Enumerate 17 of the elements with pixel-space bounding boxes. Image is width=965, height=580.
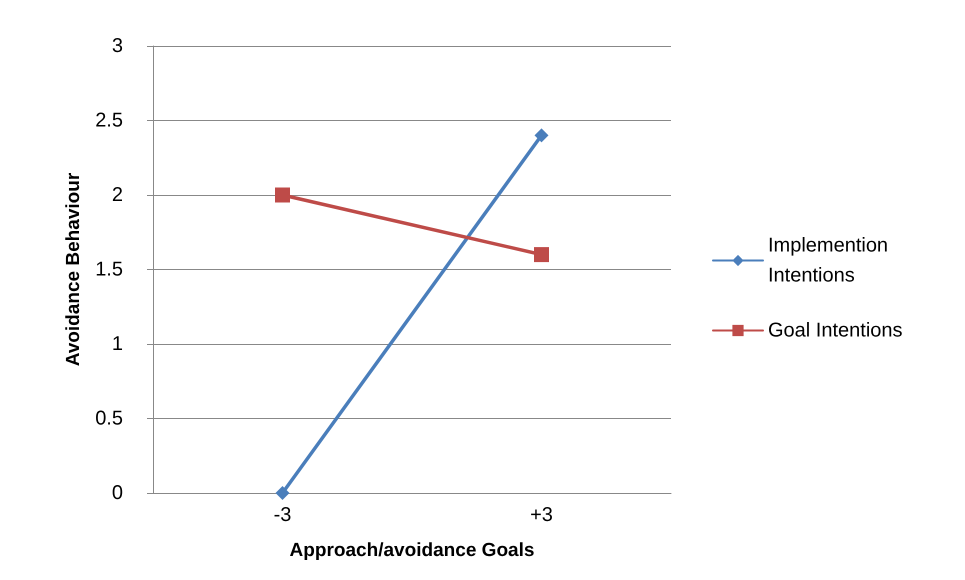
point — [534, 128, 548, 142]
x-tick-label: -3 — [274, 504, 292, 526]
y-tick-label: 1.5 — [95, 258, 123, 280]
y-tick-label: 3 — [112, 35, 123, 57]
y-axis-title: Avoidance Behaviour — [63, 172, 84, 366]
point — [276, 486, 290, 500]
y-tick-label: 2.5 — [95, 110, 123, 132]
y-tick-label: 0.5 — [95, 408, 123, 430]
y-tick-label: 1 — [112, 333, 123, 355]
point — [275, 188, 290, 202]
legend-label: Implemention Intentions — [768, 234, 894, 286]
y-tick-label: 2 — [112, 184, 123, 206]
point — [534, 247, 549, 262]
y-tick-label: 0 — [112, 482, 123, 504]
x-tick-label: +3 — [530, 504, 553, 526]
legend-label: Goal Intentions — [768, 320, 903, 342]
x-axis-title: Approach/avoidance Goals — [290, 540, 534, 561]
